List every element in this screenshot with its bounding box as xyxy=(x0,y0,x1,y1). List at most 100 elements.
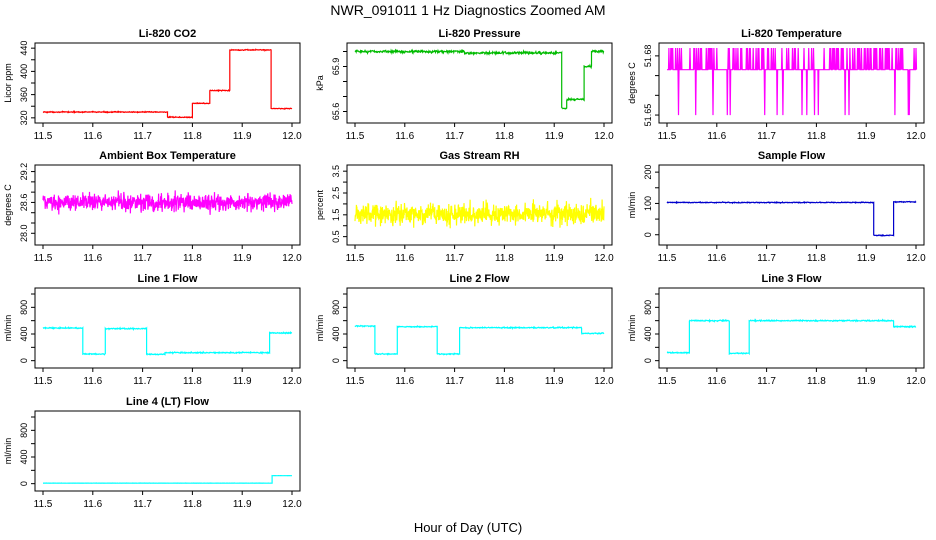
x-tick-label: 11.7 xyxy=(445,253,464,264)
x-tick-label: 11.7 xyxy=(757,376,776,387)
x-tick-label: 11.8 xyxy=(183,376,202,387)
panel-title: Gas Stream RH xyxy=(439,150,519,162)
y-axis-label: ml/min xyxy=(315,315,325,342)
y-axis-label: ml/min xyxy=(627,315,637,342)
x-tick-label: 11.9 xyxy=(233,376,252,387)
chart-panel: Li-820 CO2 Licor ppm 320 360 400 440 11.5 11.6 1… xyxy=(3,28,302,142)
x-tick-label: 11.5 xyxy=(34,376,53,387)
x-tick-label: 11.9 xyxy=(233,131,252,142)
y-tick-label: 0 xyxy=(643,358,653,363)
x-tick-label: 11.6 xyxy=(83,253,102,264)
plot-frame xyxy=(658,287,925,369)
x-tick-label: 11.7 xyxy=(133,131,152,142)
y-tick-label: 65.6 xyxy=(331,103,341,121)
x-tick-label: 11.5 xyxy=(658,376,677,387)
chart-panel: Ambient Box Temperature degrees C 28.0 28.6… xyxy=(3,150,302,264)
y-tick-label: 28.6 xyxy=(19,194,29,212)
x-tick-label: 11.7 xyxy=(757,131,776,142)
panel-title: Li-820 Pressure xyxy=(439,28,521,40)
chart-panel: Line 1 Flow ml/min 0 400 800 11.5 11.6 11.7 11.8… xyxy=(3,273,302,387)
x-tick-label: 11.9 xyxy=(857,376,876,387)
panel-title: Line 3 Flow xyxy=(762,273,822,285)
x-tick-label: 11.6 xyxy=(83,376,102,387)
x-tick-label: 11.5 xyxy=(658,131,677,142)
x-tick-label: 11.9 xyxy=(545,376,564,387)
y-tick-label: 65.9 xyxy=(331,58,341,76)
y-tick-label: 400 xyxy=(19,64,29,79)
chart-panel: Li-820 Temperature degrees C 51.65 51.68 11.… xyxy=(627,28,926,142)
plot-frame xyxy=(346,164,613,246)
panel-title: Line 1 Flow xyxy=(138,273,198,285)
x-tick-label: 11.9 xyxy=(857,253,876,264)
y-tick-label: 400 xyxy=(19,449,29,464)
x-tick-label: 12.0 xyxy=(906,131,926,142)
chart-panel: Line 3 Flow ml/min 0 400 800 11.5 11.6 11.7 11.8… xyxy=(627,273,926,387)
plot-frame xyxy=(658,42,925,124)
y-tick-label: 800 xyxy=(19,300,29,315)
x-tick-label: 11.7 xyxy=(445,376,464,387)
plot-frame xyxy=(34,287,301,369)
y-tick-label: 51.65 xyxy=(643,104,653,127)
x-tick-label: 11.9 xyxy=(857,131,876,142)
x-tick-label: 11.8 xyxy=(807,253,826,264)
plot-frame xyxy=(658,164,925,246)
y-tick-label: 800 xyxy=(19,423,29,438)
y-axis-label: percent xyxy=(315,189,325,220)
y-tick-label: 800 xyxy=(331,300,341,315)
y-axis-label: ml/min xyxy=(3,315,13,342)
x-tick-label: 11.6 xyxy=(395,131,414,142)
series-line xyxy=(42,190,293,215)
plot-frame xyxy=(346,287,613,369)
y-tick-label: 29.2 xyxy=(19,163,29,181)
x-tick-label: 11.8 xyxy=(183,253,202,264)
x-tick-label: 11.9 xyxy=(233,253,252,264)
x-tick-label: 11.5 xyxy=(34,253,53,264)
panel-title: Ambient Box Temperature xyxy=(99,150,236,162)
plot-frame xyxy=(346,42,613,124)
x-tick-label: 11.8 xyxy=(495,376,514,387)
x-tick-label: 12.0 xyxy=(594,131,614,142)
x-tick-label: 11.9 xyxy=(545,131,564,142)
panel-title: Li-820 Temperature xyxy=(741,28,842,40)
y-tick-label: 1.5 xyxy=(331,209,341,222)
y-tick-label: 400 xyxy=(331,326,341,341)
y-tick-label: 51.68 xyxy=(643,45,653,68)
x-tick-label: 11.5 xyxy=(34,131,53,142)
chart-panel: Li-820 Pressure kPa 65.6 65.9 11.5 11.6 11.7 11… xyxy=(315,28,614,142)
figure-title: NWR_091011 1 Hz Diagnostics Zoomed AM xyxy=(330,2,605,18)
x-tick-label: 11.6 xyxy=(83,499,102,510)
y-tick-label: 0 xyxy=(331,358,341,363)
y-tick-label: 28.0 xyxy=(19,225,29,243)
series-line xyxy=(42,48,293,120)
x-tick-label: 11.8 xyxy=(807,131,826,142)
x-tick-label: 11.7 xyxy=(133,499,152,510)
y-axis-label: degrees C xyxy=(627,62,637,104)
x-tick-label: 11.5 xyxy=(346,376,365,387)
x-tick-label: 12.0 xyxy=(282,499,302,510)
series-line xyxy=(354,324,605,356)
x-tick-label: 11.8 xyxy=(495,253,514,264)
chart-panel: Line 2 Flow ml/min 0 400 800 11.5 11.6 11.7 11.8… xyxy=(315,273,614,387)
panel-title: Line 2 Flow xyxy=(450,273,510,285)
x-tick-label: 11.7 xyxy=(757,253,776,264)
x-tick-label: 11.8 xyxy=(807,376,826,387)
x-tick-label: 12.0 xyxy=(282,253,302,264)
x-tick-label: 11.6 xyxy=(395,253,414,264)
x-tick-label: 11.6 xyxy=(83,131,102,142)
x-tick-label: 11.9 xyxy=(233,499,252,510)
y-axis-label: kPa xyxy=(315,75,325,91)
y-tick-label: 0 xyxy=(643,232,653,237)
y-tick-label: 3.5 xyxy=(331,165,341,178)
plot-frame xyxy=(34,164,301,246)
x-tick-label: 11.7 xyxy=(445,131,464,142)
x-tick-label: 12.0 xyxy=(282,131,302,142)
panel-title: Sample Flow xyxy=(758,150,826,162)
plot-frame xyxy=(34,410,301,492)
y-tick-label: 0 xyxy=(19,481,29,486)
series-line xyxy=(43,474,292,484)
x-tick-label: 11.8 xyxy=(495,131,514,142)
y-tick-label: 800 xyxy=(643,300,653,315)
chart-panel: Line 4 (LT) Flow ml/min 0 400 800 11.5 11.6 11.… xyxy=(3,396,302,510)
series-line xyxy=(42,325,293,356)
